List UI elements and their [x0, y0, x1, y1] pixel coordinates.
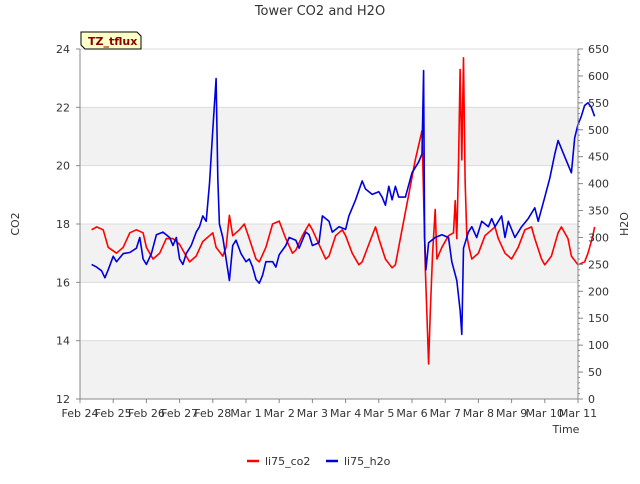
y-tick-label-right: 0 [588, 393, 595, 406]
y-tick-label-right: 250 [588, 258, 609, 271]
x-tick-label: Mar 5 [363, 407, 394, 420]
x-tick-label: Mar 9 [496, 407, 527, 420]
series-line-li75_h2o [91, 69, 596, 336]
badge: TZ_tflux [80, 31, 142, 50]
grid-band [80, 224, 578, 283]
y-tick-label-right: 550 [588, 97, 609, 110]
x-tick-label: Feb 24 [62, 407, 99, 420]
x-tick-label: Mar 11 [559, 407, 597, 420]
y-tick-label-right: 450 [588, 151, 609, 164]
y-tick-label-left: 14 [56, 335, 70, 348]
x-tick-label: Mar 2 [264, 407, 295, 420]
x-tick-label: Mar 3 [297, 407, 328, 420]
y-tick-label-right: 350 [588, 205, 609, 218]
y-tick-label-right: 100 [588, 339, 609, 352]
x-tick-label: Mar 6 [396, 407, 427, 420]
chart-title: Tower CO2 and H2O [254, 4, 385, 19]
legend-label-h2o: li75_h2o [344, 455, 391, 468]
x-tick-label: Feb 25 [95, 407, 132, 420]
y-tick-label-left: 24 [56, 43, 70, 56]
y-axis-label-right: H2O [618, 212, 631, 236]
x-axis-label: Time [552, 423, 580, 436]
grid-bands [80, 107, 578, 399]
legend: li75_co2 li75_h2o [247, 455, 391, 468]
badge-label: TZ_tflux [88, 35, 137, 48]
legend-label-co2: li75_co2 [265, 455, 310, 468]
x-tick-label: Feb 27 [161, 407, 198, 420]
y-tick-label-left: 16 [56, 276, 70, 289]
y-tick-label-right: 400 [588, 178, 609, 191]
y-tick-label-left: 22 [56, 101, 70, 114]
x-tick-label: Mar 10 [526, 407, 564, 420]
x-tick-label: Mar 7 [430, 407, 461, 420]
x-tick-label: Mar 1 [230, 407, 261, 420]
y-tick-label-right: 650 [588, 43, 609, 56]
grid-band [80, 107, 578, 166]
y-tick-label-right: 500 [588, 124, 609, 137]
axes: 12 14 16 18 20 22 24 0 50 100 150 200 250 300 350 400 45… [56, 43, 609, 420]
y-tick-label-right: 600 [588, 70, 609, 83]
y-axis-label-left: CO2 [9, 212, 22, 235]
x-tick-label: Mar 8 [463, 407, 494, 420]
x-tick-label: Feb 26 [128, 407, 165, 420]
gridlines [80, 48, 578, 400]
y-tick-label-right: 200 [588, 285, 609, 298]
badge-box [80, 31, 142, 50]
y-tick-label-left: 20 [56, 160, 70, 173]
y-tick-label-right: 50 [588, 366, 602, 379]
grid-band [80, 340, 578, 399]
x-tick-label: Feb 28 [194, 407, 231, 420]
y-tick-label-left: 18 [56, 218, 70, 231]
y-tick-label-right: 300 [588, 231, 609, 244]
x-tick-label: Mar 4 [330, 407, 361, 420]
series-line-li75_co2 [91, 57, 596, 365]
series-layer [91, 57, 596, 365]
y-tick-label-left: 12 [56, 393, 70, 406]
y-tick-label-right: 150 [588, 312, 609, 325]
